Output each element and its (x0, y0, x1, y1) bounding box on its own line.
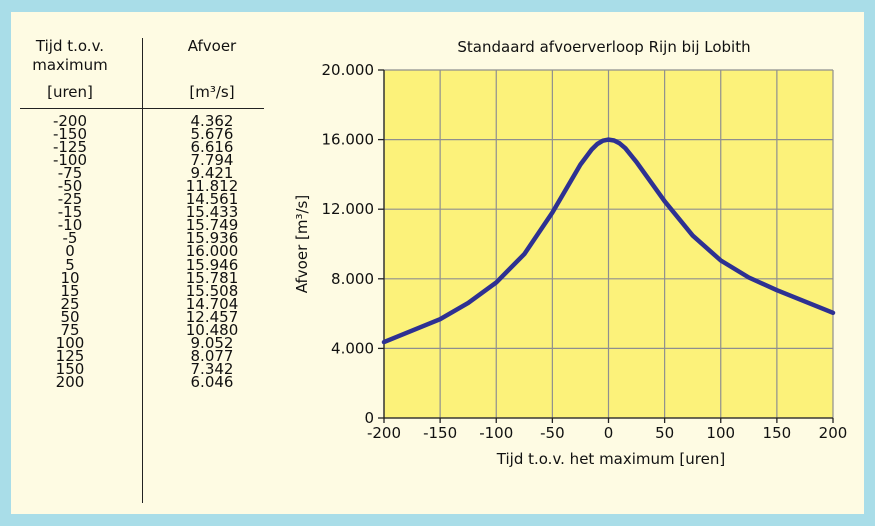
table-cell-flow: 5.676 (190, 125, 234, 144)
discharge-series-line (381, 137, 836, 345)
table-cell-time: -50 (57, 177, 83, 196)
time-header-line2: maximum (32, 56, 108, 74)
table-cell-time: -125 (52, 138, 88, 157)
table-cell-time: -100 (52, 151, 88, 170)
table-cell-flow: 10.480 (185, 320, 239, 339)
y-tick-label: 0 (364, 409, 374, 427)
table-cell-flow: 15.781 (185, 268, 239, 287)
table-cell-flow: 7.794 (190, 151, 234, 170)
table-cell-flow: 14.561 (185, 190, 239, 209)
y-tick-label: 12.000 (322, 200, 375, 218)
flow-column: 4.362 5.676 6.616 7.794 9.421 11.812 14.561 15.… (172, 112, 252, 391)
axes (378, 69, 834, 423)
table-cell-time: 100 (55, 333, 85, 352)
table-cell-time: 5 (65, 255, 75, 274)
table-cell-flow: 15.749 (185, 216, 239, 235)
time-header-line1: Tijd t.o.v. (35, 37, 105, 55)
x-tick-label: 200 (819, 424, 848, 442)
table-cell-flow: 15.946 (185, 255, 239, 274)
table-cell-time: 10 (60, 268, 80, 287)
table-cell-time: 0 (65, 242, 75, 261)
x-tick-label: 150 (763, 424, 792, 442)
header-rule (20, 108, 264, 109)
column-separator (142, 38, 143, 503)
table-cell-flow: 15.936 (185, 229, 239, 248)
table-cell-time: 150 (55, 359, 85, 378)
chart-title: Standaard afvoerverloop Rijn bij Lobith (457, 38, 750, 56)
table-cell-flow: 16.000 (185, 242, 239, 261)
table-cell-time: -75 (57, 164, 83, 183)
table-cell-time: -200 (52, 112, 88, 130)
table-cell-time: 50 (60, 307, 80, 326)
table-cell-time: 15 (60, 281, 80, 300)
table-cell-time: 75 (60, 320, 80, 339)
table-cell-flow: 6.616 (190, 138, 234, 157)
table-cell-flow: 12.457 (185, 307, 239, 326)
table-cell-time: -5 (62, 229, 78, 248)
y-tick-label: 20.000 (322, 61, 375, 79)
time-header-line3: [uren] (47, 83, 93, 101)
table-cell-flow: 15.508 (185, 281, 239, 300)
flow-header: Afvoer (187, 37, 237, 55)
table-cell-time: -150 (52, 125, 88, 144)
table-cell-flow: 9.052 (190, 333, 234, 352)
table-cell-flow: 11.812 (185, 177, 239, 196)
x-tick-label: 0 (604, 424, 614, 442)
table-cell-time: -10 (57, 216, 83, 235)
table-cell-flow: 6.046 (190, 372, 234, 391)
table-cell-flow: 14.704 (185, 294, 239, 313)
table-cell-time: -25 (57, 190, 83, 209)
y-tick-label: 4.000 (331, 339, 374, 357)
table-cell-time: 25 (60, 294, 80, 313)
x-tick-label: 100 (706, 424, 735, 442)
table-cell-flow: 15.433 (185, 203, 239, 222)
table-cell-flow: 4.362 (190, 112, 234, 130)
table-cell-time: 200 (55, 372, 85, 391)
x-tick-label: -50 (540, 424, 565, 442)
table-cell-time: -15 (57, 203, 83, 222)
table-cell-time: 125 (55, 346, 85, 365)
x-tick-label: -100 (479, 424, 513, 442)
y-tick-label: 8.000 (331, 270, 374, 288)
x-tick-label: -200 (367, 424, 401, 442)
x-tick-labels: -200 -150 -100 -50 0 50 100 150 200 (367, 424, 847, 442)
y-axis-label: Afvoer [m³/s] (293, 195, 311, 293)
table-cell-flow: 8.077 (190, 346, 234, 365)
x-tick-label: 50 (655, 424, 674, 442)
table-cell-flow: 9.421 (190, 164, 234, 183)
y-tick-labels: 0 4.000 8.000 12.000 16.000 20.000 (322, 61, 375, 427)
x-axis-label: Tijd t.o.v. het maximum [uren] (496, 450, 725, 468)
table-cell-flow: 7.342 (190, 359, 234, 378)
y-tick-label: 16.000 (322, 131, 375, 149)
x-tick-label: -150 (423, 424, 457, 442)
time-column: -200 -150 -125 -100 -75 -50 -25 -15 -10 -5 0 5 10 15 2… (30, 112, 110, 391)
flow-unit: [m³/s] (189, 83, 235, 101)
